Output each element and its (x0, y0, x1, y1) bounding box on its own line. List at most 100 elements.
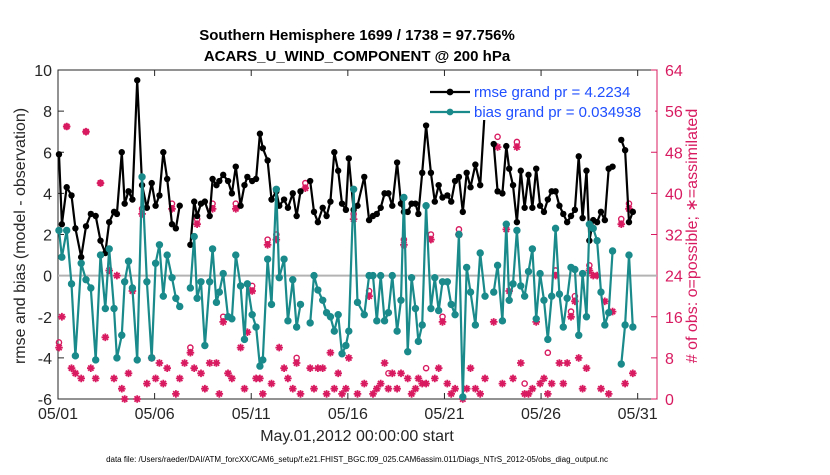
x-tick-label: 05/26 (521, 406, 561, 423)
rmse-point (439, 194, 446, 201)
rmse-point (552, 188, 559, 195)
bias-point (91, 356, 100, 364)
rmse-point (459, 208, 467, 216)
obs-assimilated-marker (567, 312, 575, 321)
bias-point (524, 267, 533, 276)
obs-assimilated-marker (113, 271, 121, 280)
bias-point (551, 224, 560, 233)
obs-assimilated-marker (190, 364, 198, 372)
rmse-point (509, 181, 517, 189)
bias-point (621, 321, 629, 329)
rmse-point (280, 196, 288, 203)
obs-assimilated-marker (155, 359, 164, 367)
bias-point (186, 284, 195, 292)
bias-point (193, 294, 201, 302)
rmse-point (373, 210, 381, 218)
rmse-point (232, 163, 239, 170)
bias-point (176, 302, 184, 311)
bias-point (427, 304, 435, 313)
rmse-point (393, 159, 401, 166)
rmse-point (571, 206, 579, 214)
rmse-point (397, 200, 405, 207)
obs-assimilated-marker (476, 390, 484, 398)
rmse-point (143, 204, 151, 211)
x-tick-label: 05/11 (232, 406, 271, 423)
obs-possible-marker (494, 133, 501, 141)
rmse-point (415, 210, 422, 218)
y-right-tick-label: 64 (665, 63, 683, 80)
legend-bias-marker (446, 108, 454, 116)
bias-point (326, 313, 335, 321)
rmse-point (499, 190, 506, 197)
obs-assimilated-marker (345, 354, 353, 362)
bias-point (447, 300, 455, 309)
obs-assimilated-marker (471, 384, 480, 393)
rmse-point (237, 202, 244, 209)
bias-point (578, 269, 587, 278)
obs-assimilated-marker (414, 374, 423, 383)
rmse-point (525, 171, 532, 179)
bias-point (128, 284, 137, 292)
bias-point (272, 185, 281, 193)
obs-assimilated-marker (263, 241, 272, 249)
bias-point (314, 286, 322, 294)
rmse-point (160, 149, 167, 156)
obs-assimilated-marker (62, 122, 71, 131)
obs-assimilated-marker (629, 369, 637, 378)
bias-point (555, 290, 564, 298)
obs-assimilated-marker (559, 379, 568, 388)
rmse-point (256, 130, 264, 137)
obs-assimilated-marker (431, 374, 439, 383)
bias-point (151, 259, 160, 267)
rmse-point (310, 208, 318, 216)
rmse-point (216, 177, 223, 185)
rmse-point (92, 212, 99, 220)
rmse-point (323, 212, 330, 220)
bias-point (517, 282, 525, 290)
bias-point (369, 271, 377, 280)
obs-assimilated-marker (67, 364, 76, 372)
obs-assimilated-marker (208, 205, 217, 213)
rmse-point (55, 151, 63, 158)
bias-point (138, 173, 146, 181)
obs-assimilated-marker (365, 292, 373, 300)
obs-assimilated-marker (571, 297, 579, 306)
obs-assimilated-marker (422, 379, 430, 388)
x-tick-label: 05/31 (618, 406, 658, 423)
obs-assimilated-marker (489, 318, 498, 326)
bias-point (148, 354, 156, 362)
obs-assimilated-marker (338, 390, 346, 398)
bias-point (400, 193, 408, 202)
bias-point (411, 304, 420, 313)
rmse-point (529, 204, 536, 211)
obs-assimilated-marker (334, 369, 342, 378)
obs-assimilated-marker (71, 369, 80, 378)
rmse-point (472, 161, 479, 168)
obs-possible-marker (521, 380, 528, 387)
bias-point (228, 315, 236, 323)
obs-assimilated-marker (551, 271, 560, 280)
bias-point (601, 321, 609, 329)
rmse-point (121, 200, 128, 207)
obs-assimilated-marker (159, 379, 168, 388)
y-tick-label: -2 (38, 310, 52, 327)
bias-point (190, 232, 198, 241)
rmse-point (148, 179, 155, 187)
bias-point (418, 321, 426, 329)
obs-assimilated-marker (212, 359, 221, 367)
y-tick-label: -6 (38, 392, 52, 409)
bias-point (349, 185, 358, 193)
obs-assimilated-marker (589, 271, 597, 280)
rmse-point (129, 196, 136, 203)
bias-point (208, 245, 217, 253)
rmse-point (220, 171, 227, 179)
obs-assimilated-marker (284, 374, 292, 383)
rmse-point (345, 155, 353, 162)
obs-assimilated-marker (267, 379, 276, 388)
obs-assimilated-marker (582, 364, 591, 372)
obs-assimilated-marker (256, 374, 264, 383)
rmse-point (467, 184, 474, 191)
rmse-point (365, 216, 373, 224)
bias-point (397, 296, 405, 304)
rmse-point (404, 208, 411, 216)
